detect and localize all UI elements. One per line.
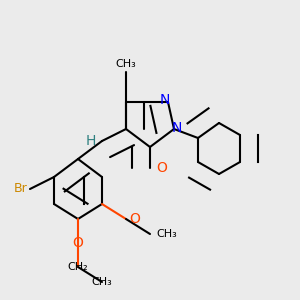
Text: N: N bbox=[160, 94, 170, 107]
Text: H: H bbox=[85, 134, 96, 148]
Text: Br: Br bbox=[13, 182, 27, 196]
Text: O: O bbox=[156, 161, 167, 175]
Text: O: O bbox=[129, 212, 140, 226]
Text: CH₃: CH₃ bbox=[156, 229, 177, 239]
Text: CH₃: CH₃ bbox=[92, 277, 112, 287]
Text: O: O bbox=[73, 236, 83, 250]
Text: CH₂: CH₂ bbox=[68, 262, 88, 272]
Text: CH₃: CH₃ bbox=[116, 59, 136, 69]
Text: N: N bbox=[172, 121, 182, 134]
